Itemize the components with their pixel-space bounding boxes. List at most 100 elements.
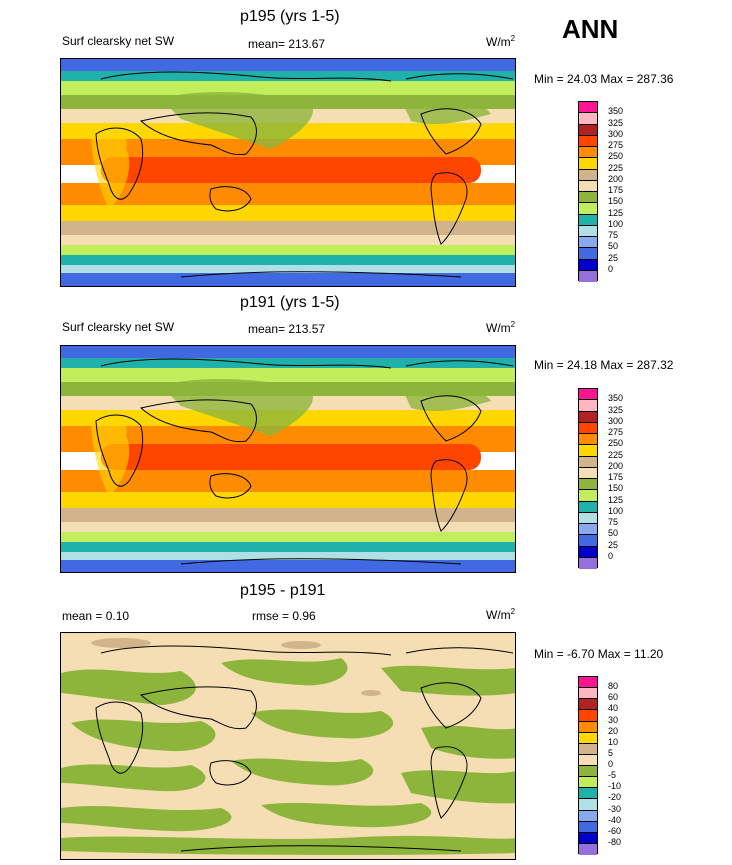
panel2-title: p191 (yrs 1-5) [240, 294, 340, 311]
colorbar-swatch [579, 169, 597, 181]
panel3-mean: mean = 0.10 [62, 609, 130, 623]
colorbar-swatch [579, 422, 597, 434]
panel1-variable-label: Surf clearsky net SW [62, 34, 175, 48]
colorbar-tick-label: 300 [608, 415, 624, 426]
colorbar-tick-label: 250 [608, 151, 624, 162]
panel2-colorbar [578, 388, 598, 569]
colorbar-swatch [579, 821, 597, 833]
colorbar-tick-label: 0 [608, 759, 614, 769]
panel2-map [60, 345, 516, 573]
colorbar-tick-label: 100 [608, 218, 624, 229]
colorbar-swatch [579, 467, 597, 479]
colorbar-tick-label: 200 [608, 460, 624, 471]
colorbar-swatch [579, 400, 597, 412]
panel1-mean: mean= 213.67 [248, 37, 326, 51]
panel2-mean: mean= 213.57 [248, 322, 326, 336]
panel1-title: p195 (yrs 1-5) [240, 8, 340, 25]
colorbar-swatch [579, 389, 597, 401]
colorbar-swatch [579, 434, 597, 446]
panel1-minmax: Min = 24.03 Max = 287.36 [534, 72, 674, 86]
colorbar-tick-label: 150 [608, 196, 624, 207]
colorbar-tick-label: 325 [608, 404, 624, 415]
colorbar-swatch [579, 237, 597, 249]
colorbar-tick-label: -20 [608, 792, 622, 803]
colorbar-tick-label: 175 [608, 472, 624, 482]
colorbar-swatch [579, 777, 597, 789]
colorbar-swatch [579, 524, 597, 536]
colorbar-tick-label: 80 [608, 681, 619, 692]
colorbar-swatch [579, 113, 597, 125]
colorbar-tick-label: 60 [608, 692, 619, 703]
colorbar-tick-label: 100 [608, 505, 624, 516]
colorbar-tick-label: 5 [608, 747, 614, 758]
colorbar-tick-label: -10 [608, 781, 622, 792]
colorbar-swatch [579, 732, 597, 744]
colorbar-tick-label: 200 [608, 173, 624, 184]
panel3-units: W/m2 [486, 607, 516, 622]
colorbar-tick-label: 10 [608, 736, 619, 747]
colorbar-swatch [579, 124, 597, 136]
colorbar-swatch [579, 843, 597, 855]
colorbar-swatch [579, 411, 597, 423]
panel2-minmax: Min = 24.18 Max = 287.32 [534, 358, 674, 372]
colorbar-tick-label: 30 [608, 714, 619, 725]
colorbar-swatch [579, 743, 597, 755]
colorbar-swatch [579, 512, 597, 524]
colorbar-tick-label: 40 [608, 703, 619, 714]
colorbar-swatch [579, 135, 597, 147]
colorbar-swatch [579, 158, 597, 170]
colorbar-tick-label: 250 [608, 438, 624, 449]
colorbar-swatch [579, 754, 597, 766]
colorbar-swatch [579, 180, 597, 192]
colorbar-swatch [579, 810, 597, 822]
colorbar-swatch [579, 557, 597, 569]
colorbar-tick-label: 275 [608, 140, 624, 150]
colorbar-tick-label: 75 [608, 230, 619, 240]
colorbar-swatch [579, 456, 597, 468]
colorbar-tick-label: 350 [608, 393, 624, 404]
colorbar-swatch [579, 259, 597, 271]
colorbar-tick-label: 350 [608, 106, 624, 117]
colorbar-swatch [579, 501, 597, 513]
colorbar-tick-label: -40 [608, 814, 622, 825]
colorbar-swatch [579, 788, 597, 800]
colorbar-swatch [579, 203, 597, 215]
panel1-units: W/m2 [486, 34, 516, 49]
panel1-map [60, 58, 516, 287]
colorbar-tick-label: 25 [608, 252, 619, 263]
colorbar-tick-label: 225 [608, 449, 624, 460]
colorbar-swatch [579, 677, 597, 689]
colorbar-tick-label: 0 [608, 263, 614, 274]
colorbar-tick-label: 150 [608, 483, 624, 494]
colorbar-swatch [579, 832, 597, 844]
colorbar-tick-label: 275 [608, 427, 624, 437]
colorbar-tick-label: 325 [608, 117, 624, 128]
colorbar-swatch [579, 490, 597, 502]
colorbar-tick-label: 75 [608, 517, 619, 527]
colorbar-tick-label: -30 [608, 803, 622, 814]
colorbar-tick-label: 0 [608, 550, 614, 561]
panel2-map-svg [61, 346, 515, 572]
colorbar-swatch [579, 248, 597, 260]
colorbar-tick-label: -80 [608, 836, 622, 847]
colorbar-swatch [579, 192, 597, 204]
colorbar-swatch [579, 225, 597, 237]
colorbar-swatch [579, 699, 597, 711]
panel3-title: p195 - p191 [240, 582, 326, 599]
colorbar-swatch [579, 721, 597, 733]
panel3-map-svg [61, 633, 515, 859]
colorbar-swatch [579, 147, 597, 159]
colorbar-swatch [579, 214, 597, 226]
panel3-map [60, 632, 516, 860]
colorbar-tick-label: 20 [608, 725, 619, 736]
colorbar-swatch [579, 102, 597, 114]
colorbar-swatch [579, 445, 597, 457]
colorbar-swatch [579, 688, 597, 700]
colorbar-tick-label: -60 [608, 825, 622, 836]
colorbar-tick-label: 25 [608, 539, 619, 550]
colorbar-swatch [579, 479, 597, 491]
colorbar-swatch [579, 546, 597, 558]
colorbar-tick-label: 225 [608, 162, 624, 173]
colorbar-swatch [579, 270, 597, 282]
panel1-colorbar [578, 101, 598, 282]
